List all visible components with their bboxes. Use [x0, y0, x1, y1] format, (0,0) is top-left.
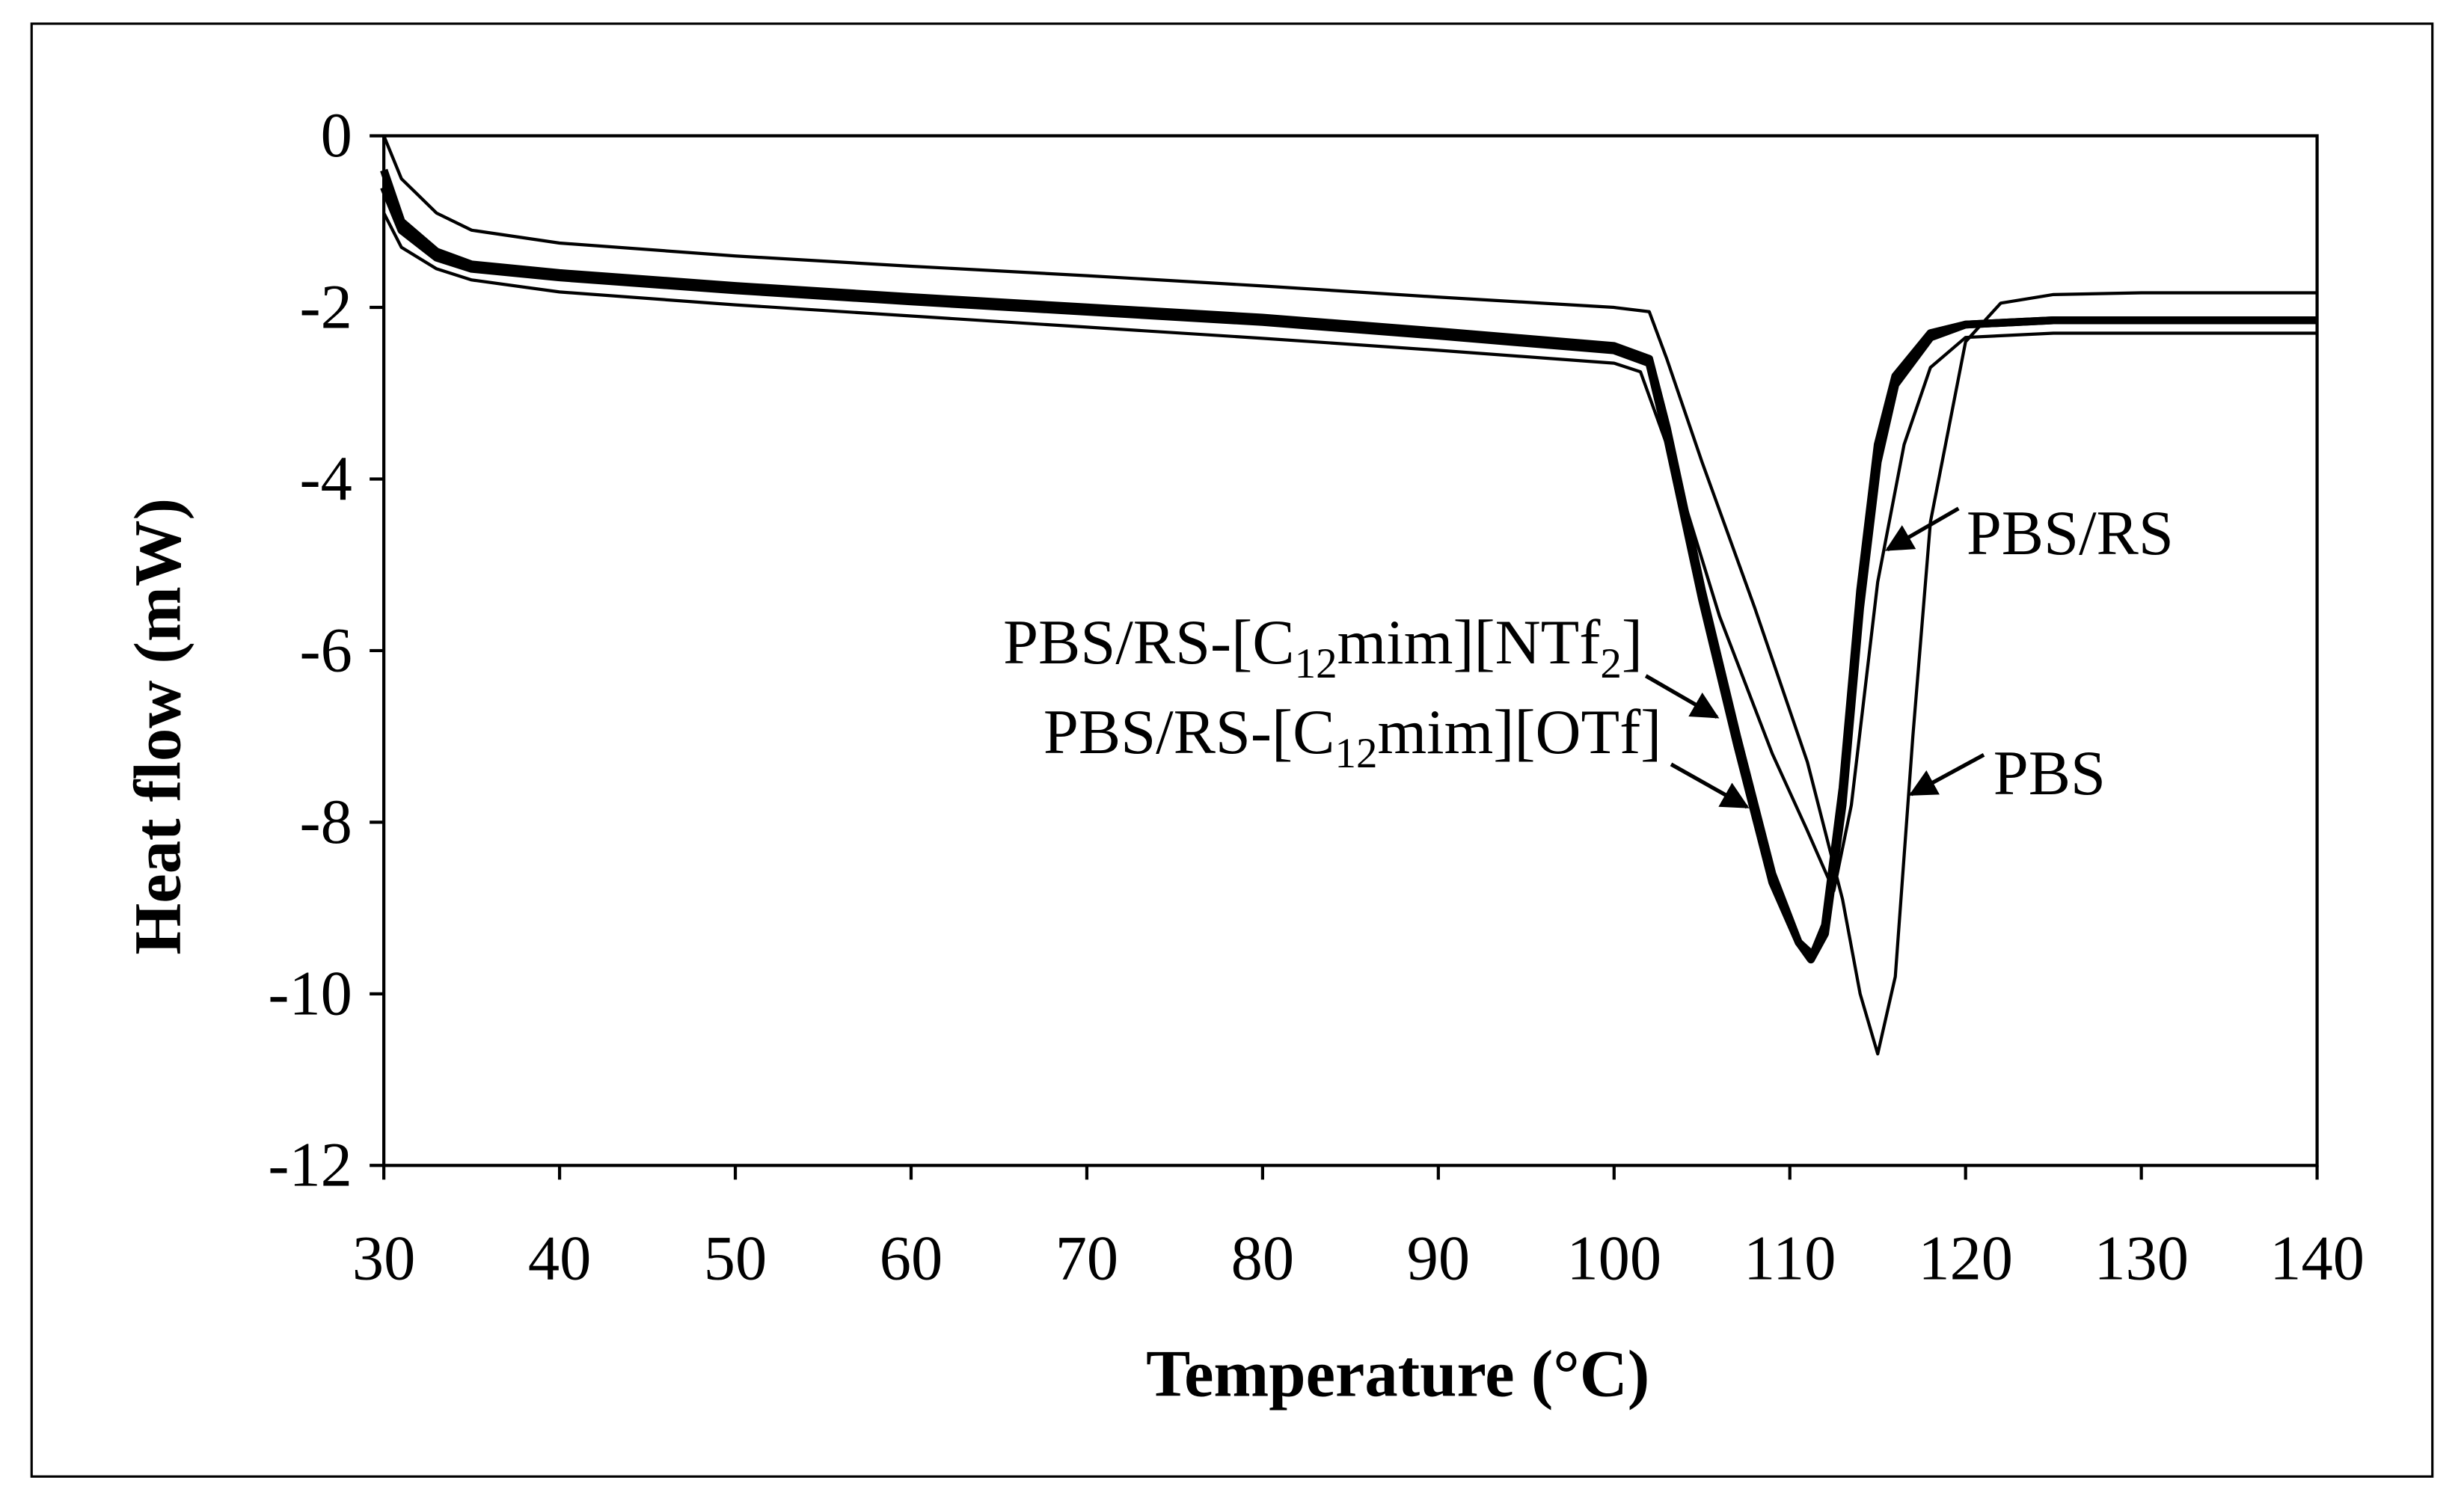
annotation-subscript: 2 [1600, 640, 1622, 687]
annotation-arrow [1644, 674, 1720, 719]
y-tick-label: -2 [300, 272, 352, 342]
y-tick-label: -10 [268, 959, 352, 1028]
annotation-text: ] [1622, 608, 1643, 678]
x-tick-label: 100 [1566, 1224, 1661, 1293]
series-line [382, 212, 2317, 893]
plot-area [380, 135, 2317, 1056]
annotation: PBS/RS-[C12mim][NTf2] [1003, 608, 1643, 687]
y-tick-label: -12 [268, 1131, 352, 1200]
series-line [382, 135, 2317, 1056]
x-tick-label: 70 [1055, 1224, 1118, 1293]
series-line [380, 185, 2317, 960]
y-tick-label: 0 [321, 101, 352, 171]
annotation-text: PBS/RS-[C [1003, 608, 1295, 678]
x-tick-label: 140 [2270, 1224, 2365, 1293]
x-tick-label: 120 [1918, 1224, 2013, 1293]
annotation: PBS/RS [1967, 499, 2174, 568]
x-axis-title: Temperature (°C) [1146, 1338, 1649, 1411]
x-tick-label: 50 [704, 1224, 767, 1293]
annotation-text: PBS [1993, 739, 2106, 808]
x-tick-label: 130 [2094, 1224, 2189, 1293]
x-tick-label: 90 [1407, 1224, 1470, 1293]
y-axis-title: Heat flow (mW) [122, 498, 195, 955]
annotation-arrow [1885, 506, 1960, 552]
x-tick-label: 40 [528, 1224, 591, 1293]
annotation-arrow [1908, 752, 1985, 797]
annotation: PBS/RS-[C12mim][OTf] [1043, 698, 1661, 777]
annotation: PBS [1993, 739, 2106, 808]
x-tick-label: 110 [1744, 1224, 1836, 1293]
annotation-text: PBS/RS [1967, 499, 2174, 568]
y-tick-label: -6 [300, 616, 352, 685]
annotation-subscript: 12 [1334, 730, 1377, 777]
x-tick-label: 80 [1231, 1224, 1294, 1293]
annotation-arrow [1670, 762, 1750, 809]
annotation-text: PBS/RS-[C [1043, 698, 1335, 767]
y-tick-label: -8 [300, 788, 352, 857]
frame [30, 22, 2434, 1478]
x-tick-label: 30 [352, 1224, 415, 1293]
annotation-subscript: 12 [1295, 640, 1337, 687]
annotation-text: mim][OTf] [1377, 698, 1661, 767]
annotation-text: mim][NTf [1337, 608, 1602, 678]
plot-border [382, 134, 2319, 1167]
y-tick-label: -4 [300, 444, 352, 514]
x-tick-label: 60 [880, 1224, 943, 1293]
